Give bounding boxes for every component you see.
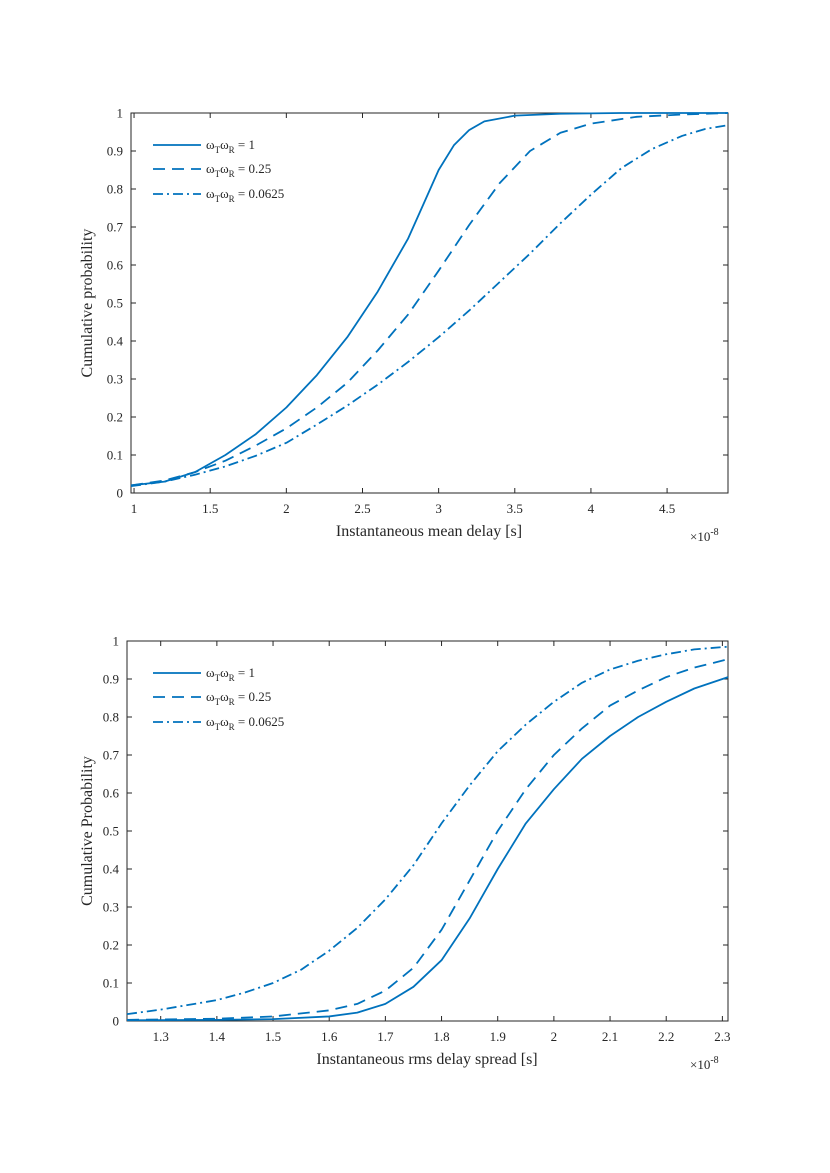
series-line-omega-0.25 <box>130 112 729 487</box>
y-tick-label: 1 <box>117 106 124 121</box>
series-line-omega-1 <box>130 112 728 487</box>
y-tick-label: 0.3 <box>107 372 123 387</box>
x-tick-label: 1.6 <box>321 1029 338 1044</box>
legend-label-3: ωTωR = 0.0625 <box>206 714 284 732</box>
series-group <box>130 112 729 488</box>
x-tick-label: 2.1 <box>602 1029 618 1044</box>
x-tick-label: 2.2 <box>658 1029 674 1044</box>
y-tick-label: 0.9 <box>103 672 119 687</box>
legend-label-3: ωTωR = 0.0625 <box>206 186 284 204</box>
legend: ωTωR = 1 ωTωR = 0.25 ωTωR = 0.0625 <box>153 665 284 732</box>
x-tick-label: 1.5 <box>202 501 218 516</box>
x-tick-label: 3 <box>435 501 442 516</box>
legend-label-1: ωTωR = 1 <box>206 137 255 155</box>
series-line-omega-1 <box>126 676 729 1022</box>
x-tick-label: 1.4 <box>209 1029 226 1044</box>
y-tick-label: 0 <box>117 486 124 501</box>
rms-delay-spread-cdf-chart: 1.3 1.4 1.5 1.6 1.7 1.8 1.9 2 2.1 2.2 2.3 00.10.20… <box>79 634 731 1073</box>
series-line-omega-0.25 <box>126 658 729 1021</box>
x-tick-label: 4 <box>588 501 595 516</box>
y-tick-label: 0.6 <box>107 258 124 273</box>
y-tick-label: 0.5 <box>107 296 123 311</box>
legend-label-2: ωTωR = 0.25 <box>206 689 271 707</box>
x-axis-ticks: 1.3 1.4 1.5 1.6 1.7 1.8 1.9 2 2.1 2.2 2.3 <box>153 641 731 1044</box>
y-axis-ticks: 0 0.1 0.2 0.3 0.4 0.5 0.6 0.7 0.8 0.9 1 <box>107 106 728 501</box>
y-tick-label: 0.4 <box>107 334 124 349</box>
y-tick-label: 0.2 <box>103 938 119 953</box>
series-line-omega-0.0625 <box>126 645 729 1016</box>
y-tick-label: 0.4 <box>103 862 120 877</box>
x-tick-label: 1.9 <box>490 1029 506 1044</box>
y-tick-label: 0.3 <box>103 900 119 915</box>
x-tick-label: 3.5 <box>507 501 523 516</box>
x-tick-label: 2.5 <box>354 501 370 516</box>
x-tick-label: 1 <box>131 501 138 516</box>
y-tick-label: 0.8 <box>103 710 119 725</box>
mean-delay-cdf-chart: 1 1.5 2 2.5 3 3.5 4 4.5 00.10.20.30.40.50.60.70… <box>79 106 729 544</box>
y-tick-label: 0.1 <box>103 976 119 991</box>
y-tick-label: 0.6 <box>103 786 120 801</box>
x-tick-label: 1.5 <box>265 1029 281 1044</box>
x-tick-label: 2 <box>283 501 290 516</box>
x-tick-label: 1.8 <box>433 1029 449 1044</box>
y-tick-label: 1 <box>113 634 120 649</box>
y-tick-label: 0 <box>113 1014 120 1029</box>
y-tick-label: 0.2 <box>107 410 123 425</box>
x-axis-label: Instantaneous mean delay [s] <box>336 523 522 540</box>
x-axis-exponent: ×10-8 <box>690 527 719 544</box>
legend-label-1: ωTωR = 1 <box>206 665 255 683</box>
series-group <box>126 645 729 1022</box>
series-line-omega-0.0625 <box>130 124 729 488</box>
x-tick-label: 1.3 <box>153 1029 169 1044</box>
y-tick-label: 0.1 <box>107 448 123 463</box>
y-tick-label: 0.7 <box>103 748 120 763</box>
x-tick-label: 1.7 <box>377 1029 394 1044</box>
x-axis-exponent: ×10-8 <box>690 1055 719 1072</box>
y-tick-label: 0.5 <box>103 824 119 839</box>
y-axis-label: Cumulative probability <box>79 229 96 378</box>
x-tick-label: 2 <box>551 1029 558 1044</box>
y-axis-label: Cumulative Probability <box>79 756 96 906</box>
legend: ωTωR = 1 ωTωR = 0.25 ωTωR = 0.0625 <box>153 137 284 204</box>
x-tick-label: 2.3 <box>714 1029 730 1044</box>
y-tick-label: 0.7 <box>107 220 124 235</box>
y-tick-label: 0.9 <box>107 144 123 159</box>
x-axis-label: Instantaneous rms delay spread [s] <box>316 1051 537 1068</box>
y-axis-ticks: 0 0.1 0.2 0.3 0.4 0.5 0.6 0.7 0.8 0.9 1 <box>103 634 728 1029</box>
x-tick-label: 4.5 <box>659 501 675 516</box>
y-tick-label: 0.8 <box>107 182 123 197</box>
legend-label-2: ωTωR = 0.25 <box>206 161 271 179</box>
